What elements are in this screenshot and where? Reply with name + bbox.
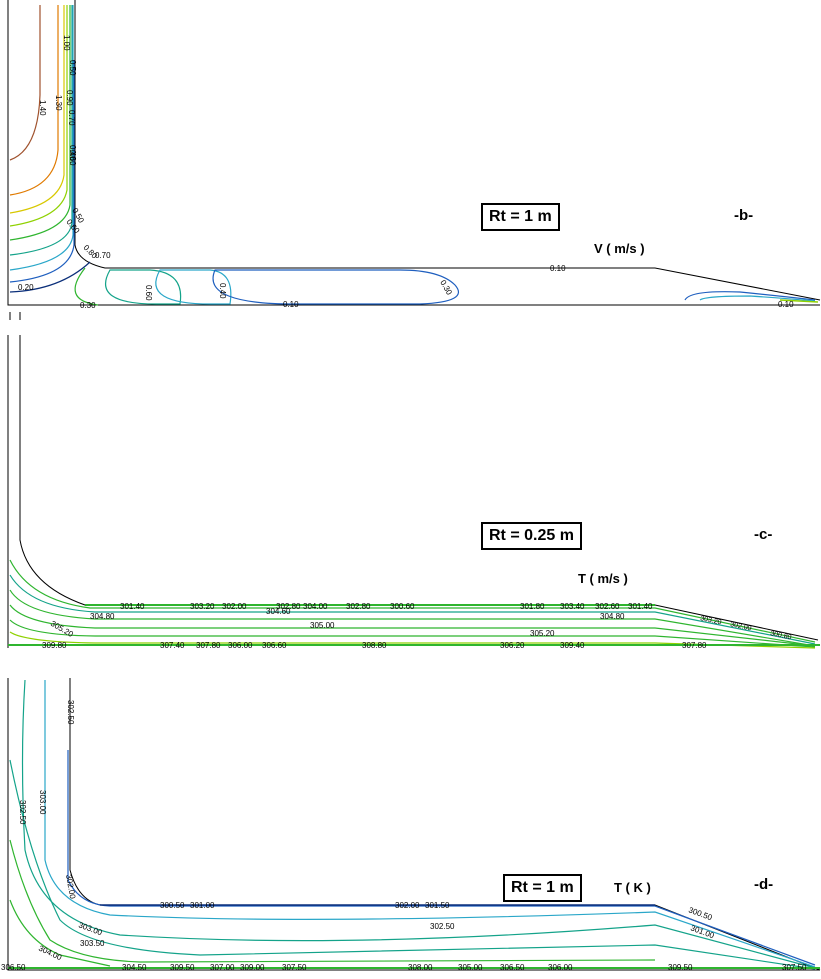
panel-c-contour-label: 301.80 [520,602,545,611]
panel-b-wall [74,0,821,301]
panel-d-contour-label: 305.00 [458,963,483,972]
panel-b-contour-label: 0.30 [80,301,96,310]
panel-d-contour-label: 306.50 [500,963,525,972]
panel-b-contour-label: 0.40 [218,283,227,299]
panel-b-contours: 1.40 1.30 1.00 0.90 0.70 0.60 0.50 0.40 … [7,0,821,320]
panel-c-contour-label: 301.40 [628,602,653,611]
panel-b-contour-label: 0.50 [68,60,77,76]
panel-c-contour-label: 300.60 [390,602,415,611]
panel-c-contour-label: 304.80 [90,612,115,621]
panel-d-contour-label: 304.50 [122,963,147,972]
panel-d-contour-label: 306.50 [1,963,26,972]
panel-c-contour-label: 307.80 [196,641,221,650]
panel-d-contour-label: 300.50 [160,901,185,910]
panel-d-contour-label: 301.50 [425,901,450,910]
panel-c-contour-label: 304.80 [600,612,625,621]
panel-c-contour-label: 302.80 [346,602,371,611]
panel-b-contour-label: 0.90 [65,90,74,106]
panel-c-contour-label: 305.20 [49,619,75,639]
panel-d-domain-outline [7,678,820,971]
panel-d-contour-label: 307.50 [782,963,807,972]
panel-d-contour-label: 308.00 [408,963,433,972]
panel-c-contour-label: 307.40 [160,641,185,650]
panel-c-contour-label: 302.60 [595,602,620,611]
panel-d-contour-label: 302.50 [18,800,27,825]
panel-c-contour-label: 303.20 [700,615,723,626]
panel-c-contour-label: 302.80 [276,602,301,611]
panel-d-contour-label: 307.50 [282,963,307,972]
panel-d-variable-label: T ( K ) [614,880,651,895]
panel-c-contour-label: 305.00 [310,621,335,630]
panel-d-tag: -d- [754,876,774,893]
panel-b-tag: -b- [734,207,754,224]
panel-b-rt-label: Rt = 1 m [481,203,560,231]
panel-c-contour-label: 302.00 [730,621,753,632]
panel-c-contour-label: 309.80 [42,641,67,650]
panel-c-contour-label: 303.40 [560,602,585,611]
panel-b-contour-label: 0.20 [18,283,34,292]
panel-d-contour-label: 303.50 [80,939,105,948]
panel-b-contour-label: 1.40 [38,100,47,116]
panel-c-variable-label: T ( m/s ) [578,571,628,586]
panel-d-contour-label: 302.50 [66,700,75,725]
panel-c-contour-label: 306.20 [500,641,525,650]
panel-d-contours: 302.50 303.00 302.50 302.00 300.50 301.0… [1,678,821,972]
panel-b-contour-label: 0.70 [67,110,76,126]
panel-c-contour-label: 309.40 [560,641,585,650]
panel-b-contour-label: 1.30 [54,95,63,111]
panel-d-contour-label: 302.00 [64,874,77,900]
panel-c-wall [19,335,819,641]
panel-c-tag: -c- [754,526,773,543]
panel-b-contour-label: 0.10 [550,264,566,273]
panel-c-contour-label: 304.60 [266,607,291,616]
panel-d-contour-label: 309.50 [170,963,195,972]
panel-d-contour-label: 303.00 [38,790,47,815]
panel-d-contour-label: 303.00 [77,920,104,937]
panel-b-contour-label: 0.70 [95,251,111,260]
panel-d-contour-label: 301.00 [190,901,215,910]
panel-c-contour-label: 301.40 [120,602,145,611]
panel-c-contour-label: 307.80 [682,641,707,650]
panel-d-contour-label: 304.00 [37,944,63,963]
panel-d-contour-label: 309.00 [240,963,265,972]
panel-c-contour-label: 306.00 [228,641,253,650]
panel-b-contour-label: 0.40 [68,145,77,161]
panel-d-contour-label: 306.00 [548,963,573,972]
panel-b-contour-label: 0.10 [778,300,794,309]
panel-c-contour-label: 308.80 [362,641,387,650]
panel-c-contour-label: 300.80 [770,630,793,641]
panel-b-contour-label: 1.00 [62,35,71,51]
panel-d-contour-label: 302.50 [430,922,455,931]
panel-c-contour-label: 305.20 [530,629,555,638]
panel-c-contours: 301.40 303.20 302.00 302.80 304.00 302.8… [7,335,820,650]
panel-b-contour-label: 0.60 [144,285,153,301]
panel-d-contour-label: 309.50 [668,963,693,972]
panel-d-contour-label: 302.00 [395,901,420,910]
panel-b-contour-label: 0.60 [68,150,77,166]
panel-c-contour-label: 304.00 [303,602,328,611]
panel-b-contour-label: 0.30 [438,279,454,297]
panel-d-rt-label: Rt = 1 m [503,874,582,902]
panel-b-domain-outline [7,0,820,306]
panel-d-contour-label: 307.00 [210,963,235,972]
panel-b-contour-label: 0.10 [283,300,299,309]
panel-b-variable-label: V ( m/s ) [594,241,645,256]
panel-c-contour-label: 302.00 [222,602,247,611]
panel-c-contour-label: 306.60 [262,641,287,650]
panel-c-contour-label: 303.20 [190,602,215,611]
panel-c-rt-label: Rt = 0.25 m [481,522,582,550]
